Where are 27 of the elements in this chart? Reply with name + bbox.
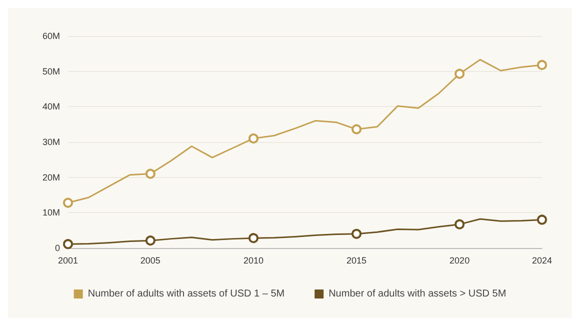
- point: [537, 214, 547, 225]
- point: [454, 219, 465, 230]
- y-tick-label: 20M: [42, 172, 60, 182]
- y-tick-label: 0: [54, 243, 60, 253]
- x-tick-label: 2005: [140, 256, 160, 266]
- x-tick-label: 2020: [450, 256, 470, 266]
- legend-label: Number of adults with assets of USD 1 – 5M: [88, 288, 285, 300]
- point: [248, 133, 258, 144]
- x-tick-label: 2015: [346, 256, 367, 266]
- point: [352, 228, 362, 239]
- y-tick-label: 30M: [42, 137, 60, 147]
- point: [248, 233, 258, 244]
- point: [454, 68, 465, 79]
- x-tick-label: 2001: [58, 256, 78, 266]
- x-tick-label: 2024: [532, 256, 552, 266]
- y-tick-label: 10M: [42, 208, 60, 218]
- point: [352, 124, 362, 134]
- y-tick-label: 60M: [42, 31, 60, 41]
- x-tick-label: 2010: [243, 256, 264, 266]
- point: [63, 239, 73, 250]
- point: [63, 198, 73, 208]
- point: [145, 236, 156, 246]
- y-tick-label: 40M: [42, 102, 60, 112]
- point: [145, 168, 156, 179]
- legend-label: Number of adults with assets > USD 5M: [328, 288, 506, 300]
- point: [537, 60, 547, 70]
- y-tick-label: 50M: [42, 66, 60, 76]
